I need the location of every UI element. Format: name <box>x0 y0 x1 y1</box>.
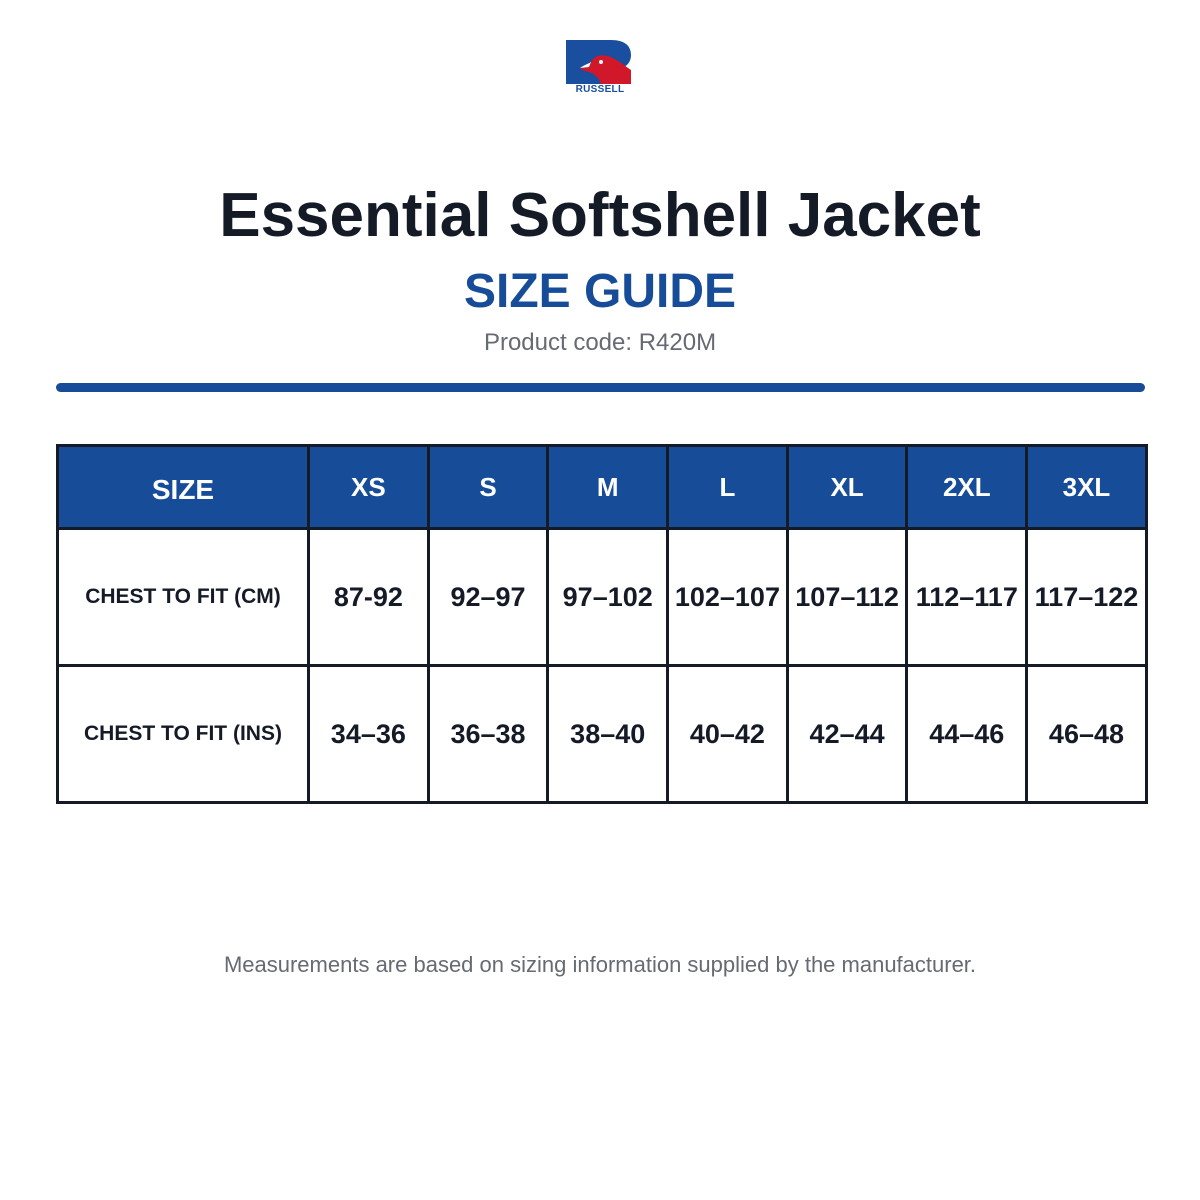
footnote: Measurements are based on sizing informa… <box>223 952 977 977</box>
size-column-header: XL <box>785 444 909 530</box>
row-label: CHEST TO FIT (CM) <box>56 527 310 667</box>
page-title: Essential Softshell Jacket <box>219 181 981 250</box>
table-cell: 102–107 <box>666 527 789 667</box>
table-row-chest-ins: CHEST TO FIT (INS) 34–36 36–38 38–40 40–… <box>56 664 1148 804</box>
table-cell: 107–112 <box>785 527 909 667</box>
table-cell: 112–117 <box>905 527 1029 667</box>
russell-logo-icon <box>566 40 631 84</box>
table-cell: 42–44 <box>785 664 909 804</box>
table-cell: 97–102 <box>546 527 670 667</box>
size-column-header: 3XL <box>1025 444 1148 530</box>
table-cell: 87-92 <box>307 527 430 667</box>
table-cell: 40–42 <box>666 664 789 804</box>
size-column-header: M <box>546 444 670 530</box>
table-cell: 46–48 <box>1025 664 1148 804</box>
logo-wordmark: RUSSELL <box>575 84 625 95</box>
table-cell: 117–122 <box>1025 527 1148 667</box>
size-guide-heading: SIZE GUIDE <box>463 265 737 318</box>
table-cell: 38–40 <box>546 664 670 804</box>
table-cell: 92–97 <box>426 527 550 667</box>
divider <box>56 383 1145 392</box>
size-column-header: S <box>426 444 550 530</box>
table-row-chest-cm: CHEST TO FIT (CM) 87-92 92–97 97–102 102… <box>56 527 1148 667</box>
table-cell: 44–46 <box>905 664 1029 804</box>
size-column-header: L <box>666 444 789 530</box>
size-column-header: 2XL <box>905 444 1029 530</box>
table-cell: 36–38 <box>426 664 550 804</box>
brand-logo: RUSSELL <box>565 40 635 96</box>
product-code: Product code: R420M <box>483 329 717 356</box>
table-cell: 34–36 <box>307 664 430 804</box>
size-header-row: SIZE XS S M L XL 2XL 3XL <box>56 444 1148 530</box>
row-label: CHEST TO FIT (INS) <box>56 664 310 804</box>
size-header-label: SIZE <box>56 444 310 530</box>
size-column-header: XS <box>307 444 430 530</box>
size-table: SIZE XS S M L XL 2XL 3XL CHEST TO FIT (C… <box>56 444 1148 804</box>
